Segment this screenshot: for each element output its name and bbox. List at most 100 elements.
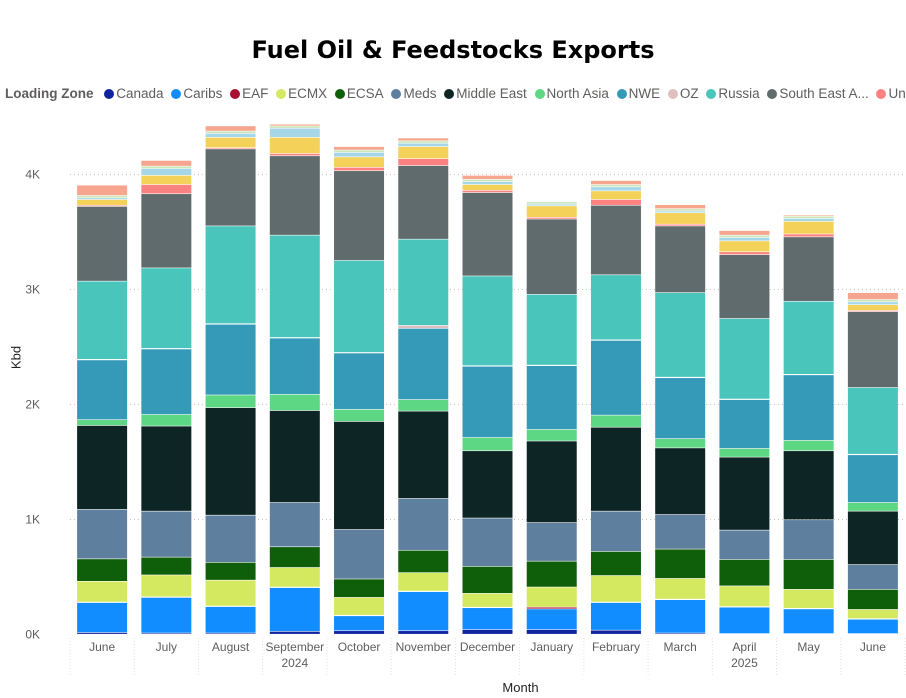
bar-segment-unlabeled-light-blue [847, 302, 898, 305]
bar-segment-unlabeled-light-blue [269, 128, 320, 138]
bar-segment-ecmx [398, 572, 449, 591]
bar-segment-north-asia [462, 437, 513, 451]
bar-segment-unknown [77, 205, 128, 207]
bar-segment-meds [334, 529, 385, 579]
bar-segment-unlabeled-light-green [655, 209, 706, 211]
legend-marker [616, 89, 627, 99]
legend-marker [391, 89, 402, 99]
bar-segment-south-east-asia [205, 149, 256, 226]
bar-segment-middle-east [398, 411, 449, 499]
bar-segment-unlabeled-light-blue [462, 181, 513, 185]
bar-segment-caribs [655, 600, 706, 633]
legend-marker [876, 89, 887, 99]
bar-segment-unlabeled-yellow [655, 213, 706, 224]
bar-segment-unlabeled-yellow [719, 241, 770, 252]
bar-segment-unlabeled-salmon [398, 138, 449, 141]
x-tick-label: June [860, 640, 886, 654]
x-tick-label: January [530, 640, 573, 654]
bar-segment-nwe [655, 378, 706, 439]
bar-segment-south-east-asia [719, 255, 770, 319]
bar-segment-russia [205, 226, 256, 324]
bar-segment-russia [655, 292, 706, 377]
bar-segment-nwe [141, 349, 192, 415]
bar-segment-unlabeled-light-green [141, 166, 192, 169]
bar-segment-caribs [462, 608, 513, 630]
bar-segment-unlabeled-light-blue [334, 152, 385, 157]
x-year-label: 2025 [731, 656, 758, 670]
bar-segment-unlabeled-salmon [269, 124, 320, 126]
legend-item-south-east-asia[interactable]: South East A... [767, 86, 869, 101]
bar-segment-unlabeled-light-green [334, 150, 385, 153]
legend-label: Russia [718, 86, 760, 101]
bar-segment-ecmx [269, 567, 320, 587]
bar-segment-north-asia [847, 502, 898, 511]
legend-marker [444, 89, 455, 99]
legend-marker [276, 89, 287, 99]
bar-segment-meds [783, 520, 834, 560]
x-tick-label: March [664, 640, 697, 654]
legend-marker [706, 89, 717, 99]
x-tick-label: November [396, 640, 451, 654]
bar-segment-unknown [334, 167, 385, 171]
bar-segment-canada [205, 633, 256, 634]
bar-segment-meds [847, 564, 898, 590]
legend-title: Loading Zone [5, 86, 94, 101]
legend-item-unknown[interactable]: Unknown [876, 86, 906, 101]
legend-item-north-asia[interactable]: North Asia [534, 86, 609, 101]
chart-title: Fuel Oil & Feedstocks Exports [251, 36, 655, 64]
legend-item-eaf[interactable]: EAF [230, 86, 268, 101]
bar-segment-meds [655, 514, 706, 549]
bar-segment-ecsa [334, 579, 385, 598]
bar-segment-unlabeled-yellow [334, 157, 385, 167]
bar-segment-caribs [847, 619, 898, 634]
x-tick-label: July [156, 640, 177, 654]
y-tick-label: 4K [25, 168, 40, 182]
legend-item-caribs[interactable]: Caribs [171, 86, 222, 101]
bar-segment-north-asia [590, 415, 641, 427]
bar-segment-russia [462, 276, 513, 366]
bar-segment-unlabeled-light-blue [783, 218, 834, 222]
bar-segment-unlabeled-light-green [398, 141, 449, 143]
legend-label: Canada [116, 86, 164, 101]
legend-item-ecmx[interactable]: ECMX [276, 86, 327, 101]
legend-item-russia[interactable]: Russia [706, 86, 760, 101]
legend-label: EAF [242, 86, 269, 101]
bar-segment-unlabeled-salmon [719, 230, 770, 235]
bar-segment-canada [77, 632, 128, 634]
bar-segment-canada [655, 633, 706, 634]
bar-segment-ecsa [141, 557, 192, 575]
legend-item-nwe[interactable]: NWE [616, 86, 660, 101]
bar-segment-caribs [141, 597, 192, 633]
bar-segment-unknown [141, 184, 192, 194]
bar-segment-russia [398, 239, 449, 326]
bar-segment-meds [205, 515, 256, 563]
legend-label: OZ [679, 86, 699, 101]
bar-segment-meds [77, 509, 128, 559]
bar-segment-unlabeled-yellow [847, 305, 898, 311]
legend-marker [104, 89, 115, 99]
bar-segment-caribs [783, 609, 834, 634]
bar-segment-unlabeled-light-blue [77, 198, 128, 200]
bar-segment-unlabeled-salmon [462, 175, 513, 180]
bar-segment-unknown [398, 158, 449, 166]
legend-item-canada[interactable]: Canada [104, 86, 164, 101]
bar-segment-unlabeled-light-blue [205, 133, 256, 138]
legend-item-ecsa[interactable]: ECSA [334, 86, 384, 101]
bar-segment-south-east-asia [269, 156, 320, 235]
legend-item-meds[interactable]: Meds [391, 86, 436, 101]
bar-segment-caribs [590, 602, 641, 630]
legend-label: ECSA [346, 86, 384, 101]
bar-segment-south-east-asia [398, 165, 449, 239]
bar-segment-unlabeled-yellow [269, 137, 320, 154]
legend-marker [534, 89, 545, 99]
bar-segment-south-east-asia [847, 311, 898, 388]
bar-segment-unlabeled-yellow [783, 221, 834, 234]
legend-item-middle-east[interactable]: Middle East [444, 86, 527, 101]
legend-item-oz[interactable]: OZ [667, 86, 699, 101]
legend-label-truncated: South East A... [779, 86, 869, 101]
bar-segment-canada [269, 631, 320, 634]
bar-segment-middle-east [462, 451, 513, 518]
bar-segment-caribs [77, 602, 128, 633]
bar-segment-middle-east [655, 448, 706, 515]
